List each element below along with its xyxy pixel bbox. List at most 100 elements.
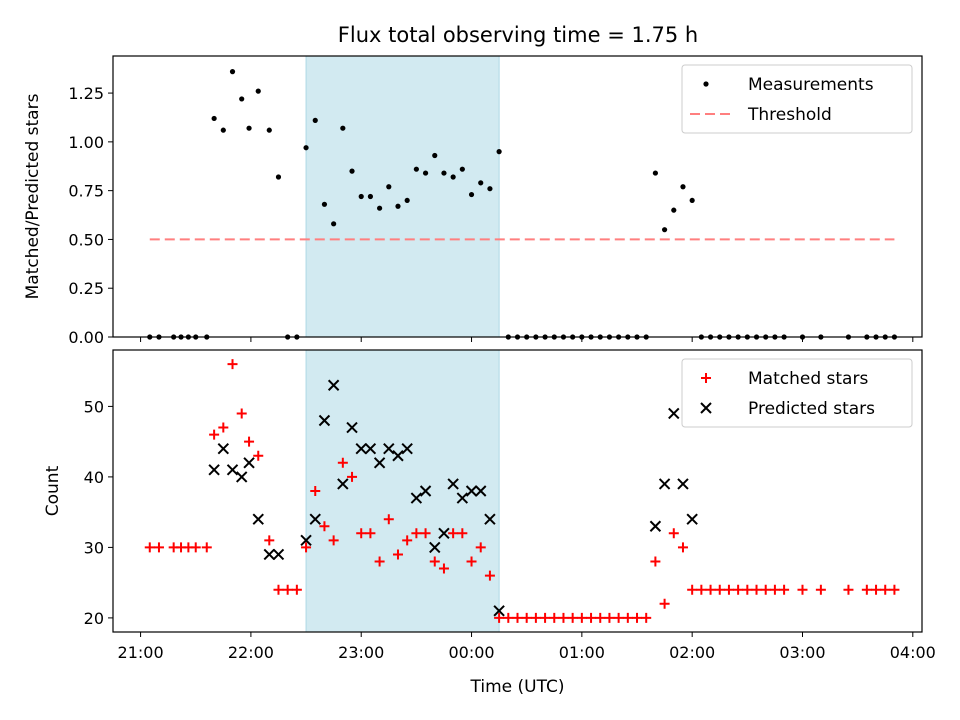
predicted-star-point xyxy=(392,450,404,462)
observing-window-shade xyxy=(305,349,500,633)
matched-star-point xyxy=(871,584,882,595)
legend-marker xyxy=(701,373,711,383)
matched-star-point xyxy=(843,584,854,595)
matched-star-point xyxy=(751,584,762,595)
matched-star-point xyxy=(576,612,587,623)
matched-star-point xyxy=(392,549,403,560)
x-tick-label: 02:00 xyxy=(669,643,715,662)
count-y-axis-label: Count xyxy=(43,465,63,516)
measurement-point xyxy=(671,207,677,213)
predicted-star-point xyxy=(447,478,459,490)
measurement-point xyxy=(404,197,410,204)
measurement-point xyxy=(321,201,328,207)
predicted-star-point xyxy=(401,442,413,455)
measurement-point xyxy=(239,96,245,102)
matched-star-point xyxy=(861,584,872,595)
matched-star-point xyxy=(244,436,255,447)
measurement-point xyxy=(367,193,374,200)
legend-label: Predicted stars xyxy=(748,399,875,419)
matched-star-point xyxy=(144,542,155,553)
ratio-y-axis-label: Matched/Predicted stars xyxy=(23,93,43,299)
matched-star-point xyxy=(512,612,523,623)
matched-star-point xyxy=(779,584,790,595)
matched-star-point xyxy=(209,429,220,440)
matched-star-point xyxy=(604,612,615,623)
measurement-point xyxy=(312,117,318,123)
matched-star-point xyxy=(668,528,679,539)
matched-star-point xyxy=(503,612,514,623)
predicted-star-point xyxy=(235,471,248,483)
matched-star-point xyxy=(190,542,201,553)
y-tick-label: 0.00 xyxy=(68,328,104,347)
y-tick-label: 0.50 xyxy=(68,230,104,249)
y-tick-label: 20 xyxy=(84,609,104,628)
predicted-star-point xyxy=(226,464,239,476)
measurement-point xyxy=(255,88,261,94)
predicted-star-point xyxy=(252,513,264,525)
matched-star-point xyxy=(595,612,606,623)
matched-star-point xyxy=(815,584,826,595)
measurement-point xyxy=(229,69,236,75)
ratio-panel: 0.00 0.25 0.50 0.75 1.00 1.25 Matched/Predict… xyxy=(23,55,923,347)
matched-star-point xyxy=(687,584,698,595)
matched-star-point xyxy=(530,612,541,623)
predicted-star-point xyxy=(300,534,312,547)
ratio-legend: Measurements Threshold xyxy=(681,64,913,134)
y-tick-label: 40 xyxy=(84,468,104,487)
predicted-star-point xyxy=(649,520,662,532)
predicted-star-point xyxy=(493,605,505,617)
y-tick-label: 1.25 xyxy=(68,84,104,103)
matched-star-point xyxy=(328,535,339,546)
matched-star-point xyxy=(429,556,440,567)
matched-star-point xyxy=(632,612,643,623)
measurement-point xyxy=(266,127,272,133)
matched-star-point xyxy=(227,359,238,370)
series-predicted-stars xyxy=(208,379,698,617)
matched-star-point xyxy=(723,584,734,595)
measurement-point xyxy=(358,193,364,200)
predicted-star-point xyxy=(364,442,377,455)
predicted-star-point xyxy=(438,527,450,540)
measurement-point xyxy=(689,197,695,204)
matched-star-point xyxy=(889,584,900,595)
predicted-star-point xyxy=(318,414,331,427)
matched-star-point xyxy=(659,598,670,609)
predicted-star-point xyxy=(263,548,275,561)
matched-star-point xyxy=(549,612,560,623)
measurement-point xyxy=(303,145,309,151)
count-panel-frame xyxy=(112,349,923,633)
measurement-point xyxy=(220,127,226,133)
x-tick-label: 00:00 xyxy=(448,643,494,662)
predicted-star-point xyxy=(686,513,698,525)
matched-star-point xyxy=(521,612,532,623)
legend-marker xyxy=(703,81,709,87)
measurement-point xyxy=(680,184,686,190)
legend-box xyxy=(681,64,913,134)
matched-star-point xyxy=(411,528,422,539)
measurement-point xyxy=(661,227,668,233)
measurement-point xyxy=(459,166,465,172)
measurement-point xyxy=(450,174,456,180)
measurement-point xyxy=(275,174,282,180)
series-matched-stars xyxy=(144,359,900,623)
matched-star-point xyxy=(622,612,633,623)
figure-title: Flux total observing time = 1.75 h xyxy=(338,23,698,47)
predicted-star-point xyxy=(337,478,349,490)
x-tick-label: 03:00 xyxy=(779,643,825,662)
matched-star-point xyxy=(484,570,495,581)
x-tick-label: 21:00 xyxy=(118,643,164,662)
ratio-y-ticks: 0.00 0.25 0.50 0.75 1.00 1.25 xyxy=(68,84,113,347)
y-tick-label: 30 xyxy=(84,538,104,557)
matched-star-point xyxy=(733,584,744,595)
measurement-point xyxy=(331,221,337,227)
x-tick-label: 01:00 xyxy=(559,643,605,662)
ratio-x-tick-marks xyxy=(140,337,914,342)
matched-star-point xyxy=(420,528,431,539)
matched-star-point xyxy=(613,612,624,623)
ratio-panel-frame xyxy=(112,55,923,338)
predicted-star-point xyxy=(668,407,680,420)
matched-star-point xyxy=(402,535,413,546)
matched-star-point xyxy=(319,521,330,532)
matched-star-point xyxy=(769,584,780,595)
